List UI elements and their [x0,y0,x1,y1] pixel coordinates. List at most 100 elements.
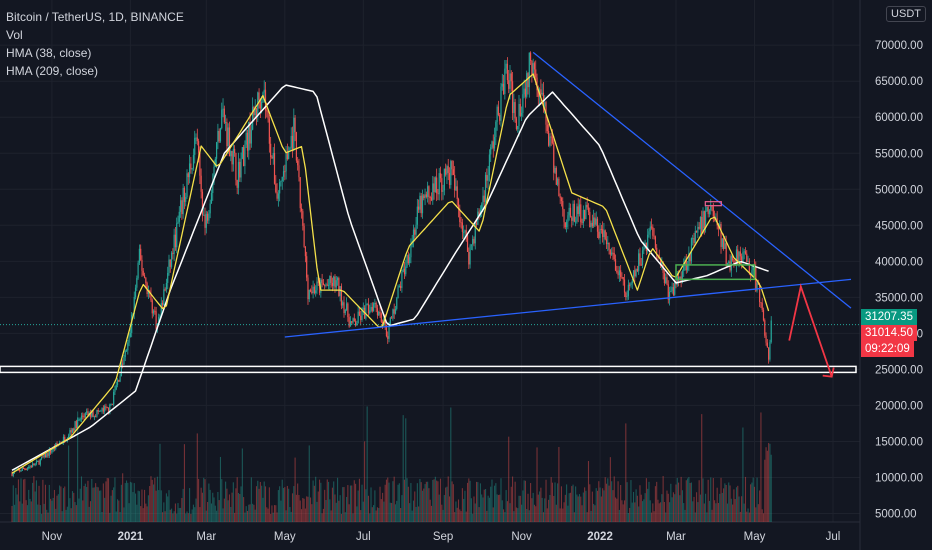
x-tick-label: 2022 [587,531,613,543]
volume-bar [730,498,732,522]
volume-bar [653,511,655,522]
y-tick-label: 45000.00 [875,220,923,232]
y-tick-label: 5000.00 [875,509,917,521]
candle-body [436,177,438,194]
x-tick-label: Nov [511,531,532,543]
x-tick-label: 2021 [118,531,144,543]
candle-body [448,172,451,185]
candle-body [217,130,219,143]
candle-body [670,290,672,292]
volume-bar [432,479,434,522]
candle-body [450,161,452,185]
candle-body [75,421,77,429]
candle-body [298,165,300,178]
volume-bar [410,483,412,522]
candle-body [167,272,169,283]
volume-bar [24,478,26,522]
candle-body [497,106,500,115]
candle-body [205,213,207,228]
candle-body [216,142,218,159]
candle-body [370,307,372,311]
volume-bar [396,500,398,522]
candle-body [264,89,267,111]
volume-bar [541,497,543,522]
candle-body [250,129,252,144]
candle-body [652,227,654,236]
volume-bar [83,485,85,522]
volume-bar [483,489,485,522]
volume-bar [756,477,758,522]
candle-body [459,209,461,223]
volume-bar [560,486,563,522]
volume-bar [613,476,615,522]
candle-body [267,110,269,119]
candle-body [544,102,546,107]
volume-bar [639,485,641,522]
legend-volume[interactable]: Vol [6,28,23,42]
volume-bar [43,503,45,522]
volume-bar [532,492,534,522]
candle-body [415,224,417,235]
x-tick-label: Nov [42,531,63,543]
candle-body [481,204,483,210]
candle-body [43,453,45,458]
volume-bar [696,492,698,522]
legend-symbol-title[interactable]: Bitcoin / TetherUS, 1D, BINANCE [6,10,184,24]
candle-body [78,419,80,421]
candle-body [553,142,555,173]
volume-bar [239,494,241,522]
candle-body [710,206,712,211]
volume-bar [317,491,319,522]
candle-body [707,207,709,215]
volume-bar [566,484,568,522]
volume-bar [753,486,756,522]
volume-bar [114,477,116,522]
candle-body [429,197,431,199]
volume-bar [321,513,323,522]
volume-bar [236,477,238,522]
candle-body [630,283,632,286]
candle-body [371,307,373,312]
candle-body [589,211,591,228]
candle-body [531,60,533,75]
candle-body [396,298,398,309]
volume-bar [644,493,646,522]
candle-body [626,296,628,298]
candle-body [584,209,586,220]
candle-body [219,128,222,142]
volume-bar [711,509,713,522]
candle-body [123,356,125,365]
volume-bar [608,485,610,522]
volume-bar [612,490,614,522]
volume-bar [741,496,743,522]
volume-bar [356,506,358,522]
candle-body [70,430,72,433]
volume-bar [492,507,494,522]
volume-bar [514,481,516,522]
volume-bar [255,486,258,522]
volume-bar [101,511,103,522]
candle-body [720,224,722,247]
candle-body [318,281,321,293]
legend-hma-38[interactable]: HMA (38, close) [6,46,92,60]
candle-body [679,276,681,281]
candle-body [482,195,484,205]
candle-body [51,450,53,453]
legend-hma-209[interactable]: HMA (209, close) [6,64,99,78]
currency-button[interactable]: USDT [886,6,926,22]
volume-bar [442,509,444,522]
candle-body [110,403,112,405]
volume-bar [524,480,526,522]
volume-bar [402,415,404,522]
candle-body [575,221,577,223]
volume-bar [501,500,503,522]
candle-body [741,256,743,263]
candle-body [769,342,771,360]
candle-body [195,137,197,139]
candle-body [593,217,595,227]
projection-arrow [788,283,833,377]
volume-bar [261,485,263,522]
volume-bar [59,485,61,522]
candle-body [163,289,165,306]
